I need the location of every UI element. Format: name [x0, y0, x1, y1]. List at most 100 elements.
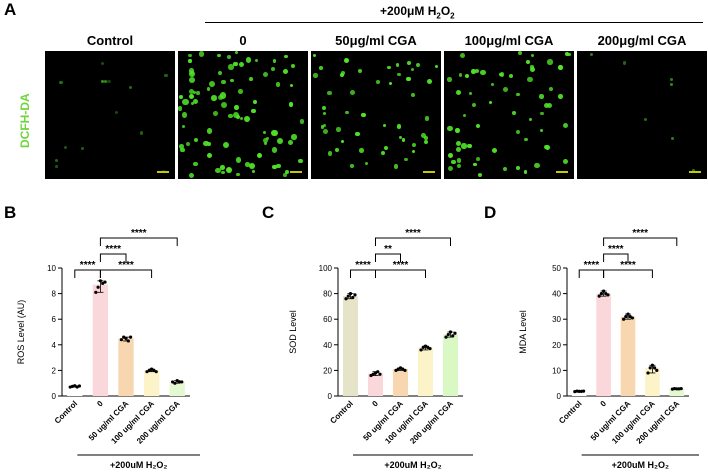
y-axis-label: SOD Level	[288, 310, 298, 354]
significance-bracket	[74, 269, 101, 278]
significance-bracket	[99, 269, 153, 278]
cell-dot	[488, 100, 493, 105]
cell-dot	[54, 159, 59, 163]
y-tick-label: 20	[552, 341, 561, 350]
cell-dot	[424, 116, 429, 121]
significance-label: ****	[608, 244, 624, 255]
cell-dot	[564, 51, 569, 57]
cell-dot	[344, 58, 349, 63]
cell-dot	[215, 167, 221, 173]
cell-dot	[327, 91, 332, 96]
cell-dot	[350, 89, 356, 95]
cell-dot	[254, 58, 258, 62]
cell-dot	[447, 77, 452, 82]
cell-dot	[463, 113, 467, 117]
cell-dot	[194, 138, 199, 143]
cell-dot	[179, 144, 184, 149]
cell-dot	[472, 103, 477, 108]
cell-dot	[548, 86, 554, 92]
significance-bracket	[375, 253, 401, 262]
cell-dot	[382, 123, 386, 127]
cell-dot	[257, 153, 263, 158]
cell-dot	[341, 139, 345, 144]
cell-dot	[473, 162, 477, 167]
cell-dot	[456, 146, 462, 152]
scale-bar	[157, 171, 169, 173]
cell-dot	[336, 127, 341, 132]
cell-dot	[322, 106, 327, 110]
cell-dot	[421, 132, 427, 138]
cell-dot	[388, 81, 392, 85]
cell-dot	[622, 61, 626, 65]
data-point	[346, 294, 350, 298]
cell-dot	[189, 88, 195, 94]
cell-dot	[523, 169, 528, 174]
microscopy-row: Control 0 50μg/ml CGA 100μg/ml CGA 200μg/ml …	[45, 33, 707, 183]
column-label: Control	[86, 33, 134, 48]
category-label: 100 ug/ml CGA	[610, 399, 657, 446]
cell-dot	[563, 159, 569, 164]
cell-dot	[644, 118, 648, 122]
cell-dot	[212, 111, 218, 116]
significance-label: **	[384, 244, 392, 255]
y-tick-label: 0	[328, 392, 333, 401]
cell-dot	[410, 67, 415, 71]
panel-c-letter: C	[262, 203, 275, 222]
data-point	[353, 293, 357, 297]
cell-dot	[531, 53, 535, 57]
cell-dot	[539, 111, 544, 116]
data-point	[94, 290, 98, 294]
cell-dot	[101, 62, 105, 66]
cell-dot	[467, 143, 472, 149]
cell-dot	[181, 112, 188, 118]
cell-dot	[290, 63, 296, 69]
data-point	[648, 366, 652, 370]
cell-dot	[322, 111, 327, 116]
cell-dot	[383, 145, 388, 150]
cell-dot	[590, 52, 594, 57]
data-point	[180, 380, 184, 384]
y-axis-label: ROS Level (AU)	[16, 300, 26, 365]
significance-bracket	[375, 269, 426, 278]
cell-dot	[208, 80, 216, 88]
cell-dot	[190, 101, 195, 106]
cell-dot	[393, 164, 399, 169]
cell-dot	[207, 142, 211, 146]
cell-dot	[404, 157, 408, 162]
cell-dot	[198, 51, 205, 57]
panel-d-letter: D	[484, 203, 497, 222]
cell-dot	[290, 83, 294, 87]
cell-dot	[218, 70, 223, 75]
cell-dot	[228, 64, 234, 70]
microscopy-image	[178, 51, 308, 179]
category-label: 0	[95, 399, 105, 409]
treatment-line	[205, 22, 703, 23]
y-axis-label: MDA Level	[518, 310, 528, 354]
cell-dot	[395, 62, 400, 67]
bar	[92, 284, 109, 396]
significance-bracket	[603, 253, 629, 262]
y-tick-label: 100	[319, 264, 333, 273]
data-point	[77, 384, 82, 388]
cell-dot	[80, 147, 84, 151]
cell-dot	[276, 138, 283, 145]
y-tick-label: 50	[552, 264, 561, 273]
y-tick-label: 8	[52, 290, 57, 299]
cell-dot	[434, 65, 438, 69]
bar	[368, 373, 383, 396]
cell-dot	[480, 70, 486, 76]
cell-dot	[406, 76, 411, 82]
bar	[669, 388, 685, 396]
cell-dot	[516, 129, 521, 134]
data-point	[103, 280, 107, 284]
bar	[571, 391, 587, 396]
cell-dot	[276, 163, 282, 169]
cell-dot	[416, 62, 421, 67]
cell-dot	[193, 91, 197, 95]
cell-dot	[475, 69, 480, 74]
cell-dot	[189, 94, 194, 100]
cell-dot	[517, 51, 522, 56]
cell-dot	[387, 65, 391, 70]
significance-bracket	[350, 269, 376, 278]
cell-dot	[271, 147, 278, 153]
